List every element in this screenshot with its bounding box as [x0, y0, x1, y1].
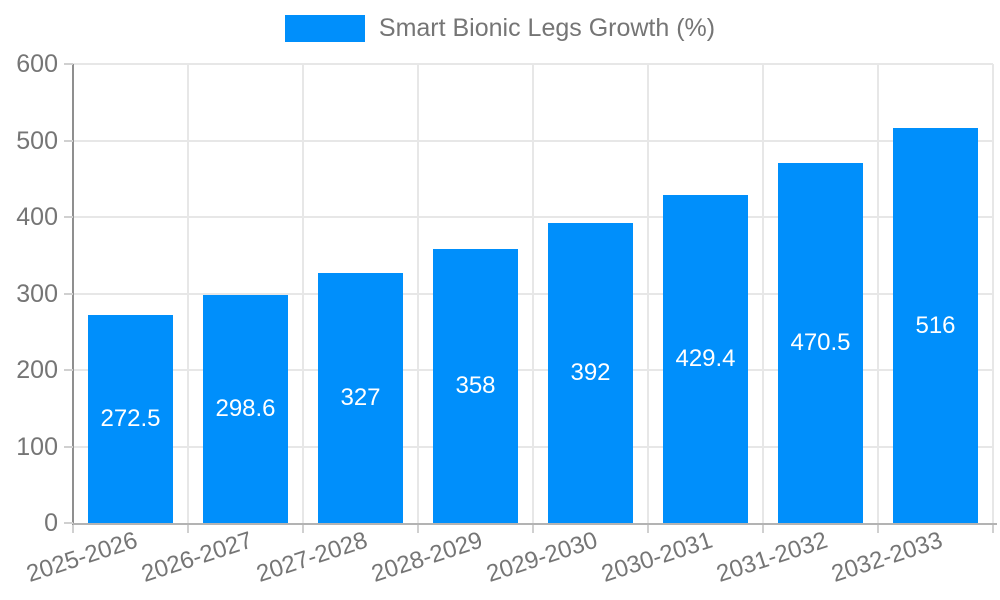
y-axis-line — [72, 64, 74, 525]
y-tick-label: 200 — [16, 356, 58, 384]
x-tick-label: 2031-2032 — [713, 526, 831, 588]
bar-value-label: 429.4 — [675, 344, 736, 372]
bar-value-label: 470.5 — [790, 329, 851, 357]
gridline-vertical-5 — [647, 64, 649, 523]
bar-2026-2027[interactable] — [203, 294, 288, 523]
y-tick-label: 100 — [16, 432, 58, 461]
y-tick-label: 500 — [16, 126, 58, 155]
gridline-vertical-3 — [417, 64, 419, 523]
x-tick-mark-5 — [647, 525, 649, 533]
bar-2029-2030[interactable] — [548, 223, 633, 523]
gridline-vertical-2 — [302, 64, 304, 523]
bar-2025-2026[interactable] — [88, 314, 173, 523]
x-tick-label: 2027-2028 — [253, 526, 371, 588]
x-tick-mark-7 — [877, 525, 879, 533]
y-tick-label: 300 — [16, 279, 58, 308]
y-tick-label: 400 — [16, 203, 58, 231]
gridline-vertical-4 — [532, 64, 534, 523]
gridline-vertical-8 — [992, 64, 994, 523]
x-axis-line — [73, 523, 997, 525]
x-tick-mark-1 — [187, 525, 189, 533]
y-tick-mark-300 — [64, 292, 73, 295]
x-tick-label: 2026-2027 — [138, 526, 256, 588]
bar-2031-2032[interactable] — [778, 163, 863, 523]
y-tick-mark-100 — [64, 445, 73, 448]
x-tick-label: 2032-2033 — [828, 526, 946, 588]
y-tick-mark-500 — [64, 139, 73, 142]
x-tick-mark-2 — [302, 525, 304, 533]
bar-value-label: 392 — [570, 359, 611, 387]
bar-2027-2028[interactable] — [318, 272, 403, 523]
y-tick-label: 600 — [16, 50, 58, 78]
bar-value-label: 516 — [915, 311, 956, 339]
bar-2030-2031[interactable] — [663, 194, 748, 523]
chart-legend[interactable]: Smart Bionic Legs Growth (%) — [0, 14, 1000, 43]
bar-2028-2029[interactable] — [433, 249, 518, 523]
gridline-vertical-7 — [877, 64, 879, 523]
bar-value-label: 327 — [340, 383, 381, 411]
legend-swatch-icon[interactable] — [284, 15, 365, 42]
gridline-vertical-6 — [762, 64, 764, 523]
x-tick-mark-4 — [532, 525, 534, 533]
x-tick-mark-3 — [417, 525, 419, 533]
y-tick-mark-400 — [64, 216, 73, 218]
x-tick-label: 2030-2031 — [598, 526, 716, 588]
x-tick-mark-6 — [762, 525, 764, 533]
y-tick-mark-600 — [64, 63, 73, 65]
x-tick-label: 2029-2030 — [483, 526, 601, 588]
bar-value-label: 358 — [455, 372, 496, 400]
y-tick-label: 0 — [44, 509, 58, 537]
bar-value-label: 272.5 — [100, 404, 161, 432]
x-tick-label: 2028-2029 — [368, 526, 486, 588]
x-tick-mark-0 — [72, 525, 74, 533]
y-tick-mark-200 — [64, 369, 73, 371]
y-tick-mark-0 — [64, 522, 73, 524]
bar-2032-2033[interactable] — [893, 128, 978, 523]
bar-value-label: 298.6 — [215, 394, 276, 422]
gridline-vertical-1 — [187, 64, 189, 523]
legend-label: Smart Bionic Legs Growth (%) — [378, 14, 716, 42]
x-tick-mark-8 — [992, 525, 994, 533]
